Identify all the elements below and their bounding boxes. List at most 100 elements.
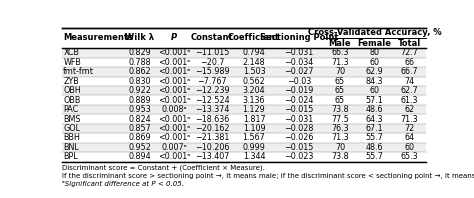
Text: −0.027: −0.027 — [284, 67, 314, 76]
Text: 0.008ᵃ: 0.008ᵃ — [161, 105, 187, 114]
Text: BMS: BMS — [64, 115, 81, 124]
Bar — [62, 133, 426, 143]
Text: XCB: XCB — [64, 48, 79, 57]
Text: 73.8: 73.8 — [331, 152, 349, 161]
Text: −12.239: −12.239 — [195, 86, 229, 95]
Text: 60: 60 — [370, 86, 380, 95]
Text: 2.148: 2.148 — [243, 58, 265, 67]
Text: 65: 65 — [335, 77, 345, 86]
Bar — [62, 105, 426, 114]
Text: 0.922: 0.922 — [128, 86, 151, 95]
Text: 71.3: 71.3 — [331, 58, 349, 67]
Text: 1.503: 1.503 — [243, 67, 265, 76]
Text: 64.3: 64.3 — [366, 115, 383, 124]
Text: −0.034: −0.034 — [284, 58, 314, 67]
Text: Female: Female — [357, 39, 392, 48]
Text: 66: 66 — [404, 58, 414, 67]
Text: 0.953: 0.953 — [128, 105, 151, 114]
Text: Coefficient: Coefficient — [228, 33, 280, 42]
Text: 1.567: 1.567 — [243, 133, 265, 142]
Text: 55.7: 55.7 — [365, 133, 383, 142]
Text: 0.999: 0.999 — [243, 143, 265, 152]
Text: OBB: OBB — [64, 96, 81, 105]
Text: Measurements: Measurements — [64, 33, 133, 42]
Text: 0.869: 0.869 — [128, 133, 151, 142]
Text: 77.5: 77.5 — [331, 115, 349, 124]
Text: OBH: OBH — [64, 86, 81, 95]
Text: 0.562: 0.562 — [243, 77, 265, 86]
Text: 0.862: 0.862 — [128, 67, 151, 76]
Bar — [62, 86, 426, 95]
Text: <0.001ᵃ: <0.001ᵃ — [158, 86, 190, 95]
Text: 60: 60 — [370, 58, 380, 67]
Text: 1.344: 1.344 — [243, 152, 265, 161]
Text: −13.374: −13.374 — [195, 105, 229, 114]
Text: 71.3: 71.3 — [401, 115, 418, 124]
Text: 74: 74 — [404, 77, 414, 86]
Text: 72.7: 72.7 — [401, 48, 418, 57]
Bar — [62, 76, 426, 86]
Text: 3.204: 3.204 — [243, 86, 265, 95]
Text: 70: 70 — [335, 67, 345, 76]
Text: <0.001ᵃ: <0.001ᵃ — [158, 96, 190, 105]
Text: 84.3: 84.3 — [366, 77, 383, 86]
Text: 61.3: 61.3 — [401, 96, 418, 105]
Text: −0.031: −0.031 — [284, 48, 314, 57]
Text: <0.001ᵃ: <0.001ᵃ — [158, 67, 190, 76]
Text: 55.7: 55.7 — [365, 152, 383, 161]
Text: −0.031: −0.031 — [284, 115, 314, 124]
Text: BPL: BPL — [64, 152, 78, 161]
Text: 0.830: 0.830 — [128, 77, 151, 86]
Bar — [62, 67, 426, 76]
Text: −0.024: −0.024 — [284, 96, 314, 105]
Text: −0.03: −0.03 — [287, 77, 311, 86]
Text: −20.7: −20.7 — [200, 58, 224, 67]
Text: −11.015: −11.015 — [195, 48, 229, 57]
Text: 62.9: 62.9 — [365, 67, 383, 76]
Text: 64: 64 — [404, 133, 414, 142]
Text: BNL: BNL — [64, 143, 79, 152]
Bar — [62, 58, 426, 67]
Text: 0.894: 0.894 — [128, 152, 151, 161]
Text: Cross-Validated Accuracy, %: Cross-Validated Accuracy, % — [308, 28, 442, 37]
Text: 57.1: 57.1 — [365, 96, 383, 105]
Text: −18.636: −18.636 — [195, 115, 229, 124]
Text: 0.889: 0.889 — [128, 96, 151, 105]
Text: 0.824: 0.824 — [128, 115, 151, 124]
Text: 66.3: 66.3 — [331, 48, 349, 57]
Text: 1.129: 1.129 — [243, 105, 265, 114]
Text: −0.015: −0.015 — [284, 105, 314, 114]
Text: −10.206: −10.206 — [195, 143, 229, 152]
Text: −7.767: −7.767 — [197, 77, 227, 86]
Text: Male: Male — [328, 39, 351, 48]
Text: WFB: WFB — [64, 58, 81, 67]
Text: Wilk λ: Wilk λ — [125, 33, 154, 42]
Text: <0.001ᵃ: <0.001ᵃ — [158, 133, 190, 142]
Text: 3.136: 3.136 — [243, 96, 265, 105]
Text: Discriminant score = Constant + (Coefficient × Measure).: Discriminant score = Constant + (Coeffic… — [62, 165, 265, 171]
Text: P: P — [171, 33, 177, 42]
Text: 66.7: 66.7 — [401, 67, 418, 76]
Text: PAC: PAC — [64, 105, 79, 114]
Text: 1.109: 1.109 — [243, 124, 265, 133]
Text: <0.001ᵃ: <0.001ᵃ — [158, 115, 190, 124]
Text: If the discriminant score > sectioning point →, it means male; if the discrimina: If the discriminant score > sectioning p… — [62, 173, 474, 179]
Text: −0.019: −0.019 — [284, 86, 314, 95]
Text: <0.001ᵃ: <0.001ᵃ — [158, 48, 190, 57]
Text: Constant: Constant — [191, 33, 233, 42]
Text: 80: 80 — [370, 48, 380, 57]
Text: 0.952: 0.952 — [128, 143, 151, 152]
Text: 73.8: 73.8 — [331, 105, 349, 114]
Text: 70: 70 — [335, 143, 345, 152]
Text: 71.3: 71.3 — [331, 133, 349, 142]
Text: −12.524: −12.524 — [195, 96, 229, 105]
Bar — [62, 143, 426, 152]
Text: 0.829: 0.829 — [128, 48, 151, 57]
Text: ᵃSignificant difference at P < 0.05.: ᵃSignificant difference at P < 0.05. — [62, 181, 184, 187]
Text: 65: 65 — [335, 96, 345, 105]
Text: 0.857: 0.857 — [128, 124, 151, 133]
Text: Sectioning Point: Sectioning Point — [260, 33, 338, 42]
Text: 60: 60 — [404, 143, 414, 152]
Bar — [62, 124, 426, 133]
Text: 65.3: 65.3 — [401, 152, 418, 161]
